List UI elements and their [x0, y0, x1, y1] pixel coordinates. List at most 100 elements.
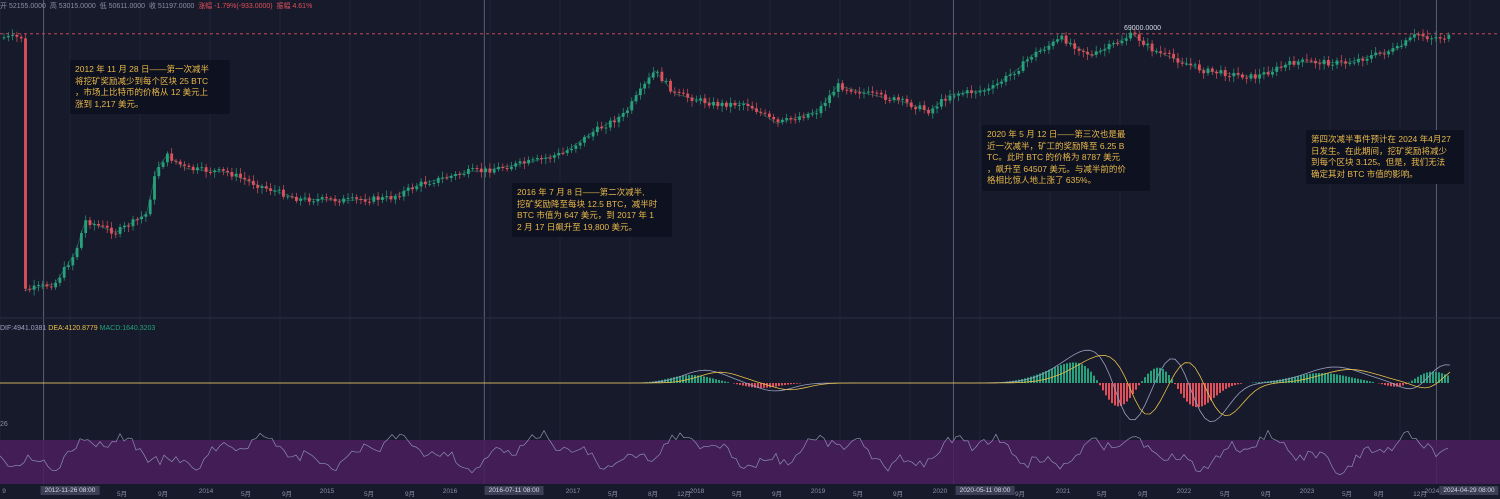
x-tick-label: 9: [2, 488, 6, 495]
macd-bar: [676, 376, 678, 383]
candle-body: [1206, 68, 1210, 74]
candle-body: [1305, 59, 1309, 61]
candle-body: [1163, 52, 1167, 54]
macd-bar: [1033, 375, 1035, 383]
x-tick-label: 12月: [1413, 491, 1427, 498]
candle-body: [596, 126, 599, 133]
candle-body: [342, 198, 346, 203]
candle-body: [497, 166, 500, 170]
x-tick-label: 2014: [198, 488, 214, 495]
macd-bar: [1288, 377, 1290, 383]
candle-body: [1124, 38, 1128, 41]
macd-pane: [0, 349, 1451, 423]
macd-bar: [1120, 383, 1122, 406]
candle-body: [458, 174, 462, 176]
macd-bar: [1390, 383, 1392, 387]
candle-body: [1056, 39, 1059, 42]
candle-body: [1223, 70, 1227, 77]
macd-bar: [1291, 377, 1293, 383]
candle-body: [1129, 32, 1132, 39]
candle-body: [742, 103, 745, 105]
macd-bar: [778, 383, 780, 386]
macd-bar: [1129, 383, 1131, 399]
candle-body: [914, 107, 917, 110]
candle-body: [1391, 48, 1395, 52]
candle-body: [1430, 38, 1433, 40]
candle-body: [110, 227, 113, 234]
candle-body: [862, 92, 866, 94]
candle-body: [768, 113, 771, 117]
macd-bar: [667, 378, 669, 383]
macd-bar: [1294, 376, 1296, 383]
macd-bar: [1189, 383, 1191, 405]
macd-bar: [1102, 383, 1104, 391]
macd-bar: [1342, 375, 1344, 383]
candle-body: [647, 77, 651, 84]
candle-body: [587, 136, 591, 138]
candle-body: [166, 153, 169, 163]
candle-body: [230, 172, 234, 177]
macd-bar: [697, 375, 699, 383]
macd-bar: [790, 383, 792, 385]
peak-label: 69000.0000: [1124, 25, 1161, 32]
candle-body: [720, 102, 724, 107]
x-tick-label: 2015: [319, 488, 335, 495]
candle-body: [1210, 68, 1214, 72]
macd-bar: [1099, 383, 1101, 386]
candle-body: [1047, 45, 1051, 50]
candle-body: [664, 80, 668, 82]
macd-bar: [1360, 379, 1362, 383]
candle-body: [604, 127, 608, 129]
candle-body: [213, 170, 217, 173]
candle-body: [621, 112, 625, 117]
candle-body: [712, 101, 715, 106]
candle-body: [1266, 72, 1270, 75]
candle-body: [247, 179, 251, 181]
candle-body: [178, 161, 182, 165]
macd-bar: [1435, 371, 1437, 383]
macd-bar: [1336, 374, 1338, 383]
candle-body: [131, 219, 135, 227]
candle-body: [961, 93, 965, 95]
candle-body: [591, 132, 595, 137]
macd-bar: [691, 375, 693, 383]
candle-body: [884, 94, 887, 101]
candle-body: [282, 189, 285, 197]
macd-bar: [1402, 383, 1404, 386]
candle-body: [479, 168, 483, 173]
candle-body: [135, 219, 139, 221]
candle-body: [1133, 32, 1137, 35]
candle-body: [879, 92, 883, 95]
candle-body: [1249, 74, 1253, 79]
candle-body: [295, 196, 298, 201]
macd-bar: [787, 383, 789, 385]
macd-bar: [1087, 368, 1089, 383]
macd-bar: [1384, 383, 1386, 385]
candle-body: [776, 119, 780, 123]
macd-bar: [1417, 376, 1419, 383]
candle-body: [1000, 81, 1003, 84]
candle-body: [24, 38, 27, 289]
candle-body: [393, 196, 397, 200]
macd-bar: [1048, 369, 1050, 383]
macd-bar: [673, 377, 675, 383]
candle-body: [1382, 53, 1386, 55]
macd-bar: [1396, 383, 1398, 387]
x-tick-label: 5月: [731, 491, 743, 498]
candle-body: [209, 171, 212, 173]
macd-bar: [1276, 380, 1278, 383]
candle-body: [6, 35, 10, 38]
halving-markers: [43, 0, 1437, 484]
candle-body: [32, 285, 36, 290]
candle-body: [677, 91, 681, 93]
candle-body: [1051, 41, 1055, 46]
macd-bar: [715, 379, 717, 383]
macd-bar: [1024, 378, 1026, 383]
macd-bar: [706, 377, 708, 383]
candle-body: [1017, 70, 1021, 74]
halving2-note: 2016 年 7 月 8 日——第二次减半, 挖矿奖励降至每块 12.5 BTC…: [512, 183, 672, 237]
candle-body: [389, 196, 393, 200]
candle-body: [419, 181, 423, 187]
macd-bar: [757, 383, 759, 388]
candle-body: [196, 167, 199, 171]
